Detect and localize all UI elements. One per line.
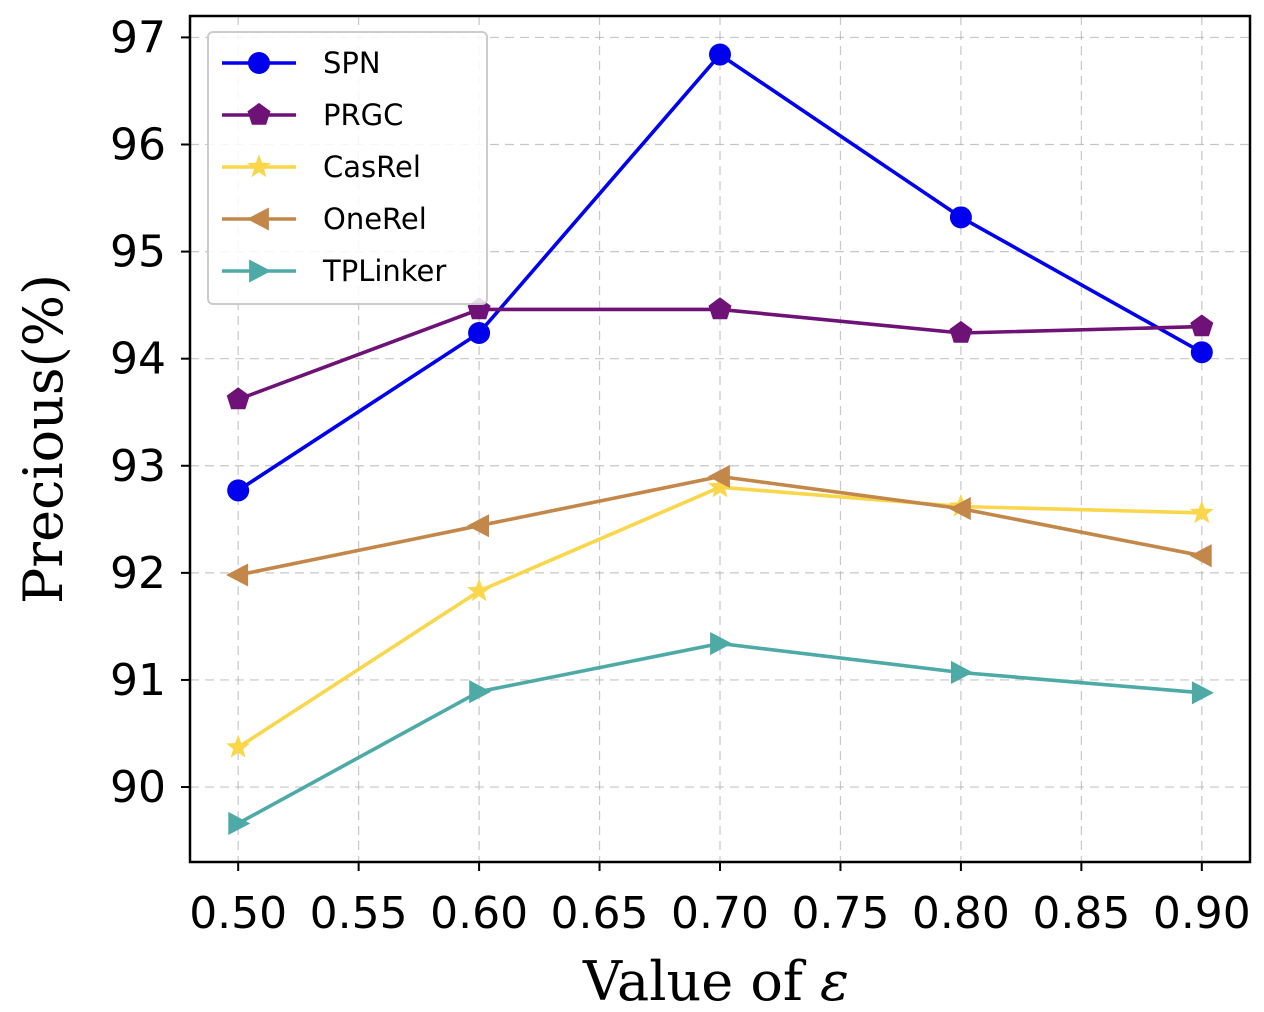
data-point-prgc — [949, 320, 973, 343]
data-point-prgc — [226, 387, 250, 410]
series-onerel — [226, 464, 1212, 587]
legend-item-prgc: PRGC — [222, 98, 403, 132]
data-point-tplinker — [469, 680, 492, 704]
data-point-onerel — [707, 464, 730, 489]
x-axis-title: Value of ε — [582, 950, 849, 1012]
x-tick-label: 0.80 — [912, 888, 1010, 939]
x-tick-label: 0.85 — [1032, 888, 1130, 939]
data-point-casrel — [1189, 500, 1214, 524]
legend-label-spn: SPN — [323, 46, 381, 80]
legend-marker-spn — [248, 52, 270, 74]
data-point-casrel — [226, 734, 251, 758]
y-tick-label: 92 — [110, 548, 166, 599]
data-point-spn — [709, 43, 731, 66]
legend-item-tplinker: TPLinker — [222, 254, 446, 288]
legend-marker-prgc — [247, 102, 271, 125]
data-point-casrel — [708, 474, 732, 498]
y-tick-label: 95 — [110, 227, 166, 278]
x-tick-label: 0.60 — [430, 888, 528, 939]
y-tick-label: 93 — [110, 441, 166, 492]
x-axis-title-text: Value of — [582, 950, 820, 1012]
legend-label-tplinker: TPLinker — [322, 254, 446, 288]
x-tick-label: 0.90 — [1153, 888, 1251, 939]
data-point-onerel — [226, 563, 249, 587]
data-point-spn — [1190, 341, 1213, 364]
x-axis-title-symbol: ε — [820, 950, 849, 1012]
data-point-tplinker — [710, 631, 733, 656]
legend-label-casrel: CasRel — [323, 150, 421, 184]
x-tick-label: 0.50 — [189, 888, 287, 939]
data-point-onerel — [948, 497, 971, 521]
data-point-casrel — [467, 578, 492, 602]
data-point-spn — [949, 206, 972, 229]
data-point-tplinker — [951, 660, 974, 685]
data-point-tplinker — [228, 811, 251, 835]
y-tick-label: 94 — [110, 334, 166, 385]
data-point-spn — [468, 321, 491, 344]
legend-marker-casrel — [247, 154, 271, 178]
data-point-spn — [227, 479, 250, 502]
legend-marker-tplinker — [249, 259, 272, 283]
y-tick-label: 96 — [110, 120, 166, 171]
series-tplinker — [228, 631, 1214, 835]
data-point-prgc — [1190, 314, 1214, 337]
legend-item-spn: SPN — [222, 46, 381, 80]
data-point-prgc — [708, 297, 732, 320]
data-point-tplinker — [1191, 681, 1214, 705]
legend: SPN PRGC CasRel OneRel TPLinker — [207, 31, 488, 305]
data-point-onerel — [1189, 544, 1212, 568]
x-tick-label: 0.75 — [791, 888, 889, 939]
y-tick-label: 90 — [110, 762, 166, 813]
series-layer — [226, 43, 1214, 835]
legend-label-prgc: PRGC — [323, 98, 403, 132]
y-tick-label: 91 — [110, 655, 166, 706]
x-tick-label: 0.65 — [551, 888, 649, 939]
y-tick-label: 97 — [110, 12, 166, 63]
legend-item-casrel: CasRel — [222, 150, 421, 184]
legend-box — [207, 31, 488, 305]
legend-item-onerel: OneRel — [222, 202, 427, 236]
data-point-onerel — [466, 514, 489, 538]
ticks: 0.50 0.55 0.60 0.65 0.70 0.75 0.80 0.85 0.90 90 91… — [110, 12, 1251, 939]
x-tick-label: 0.70 — [671, 888, 769, 939]
series-spn — [227, 43, 1213, 502]
x-tick-label: 0.55 — [310, 888, 408, 939]
y-axis-title: Precious(%) — [12, 274, 75, 604]
legend-marker-onerel — [246, 207, 269, 231]
legend-label-onerel: OneRel — [323, 202, 427, 236]
